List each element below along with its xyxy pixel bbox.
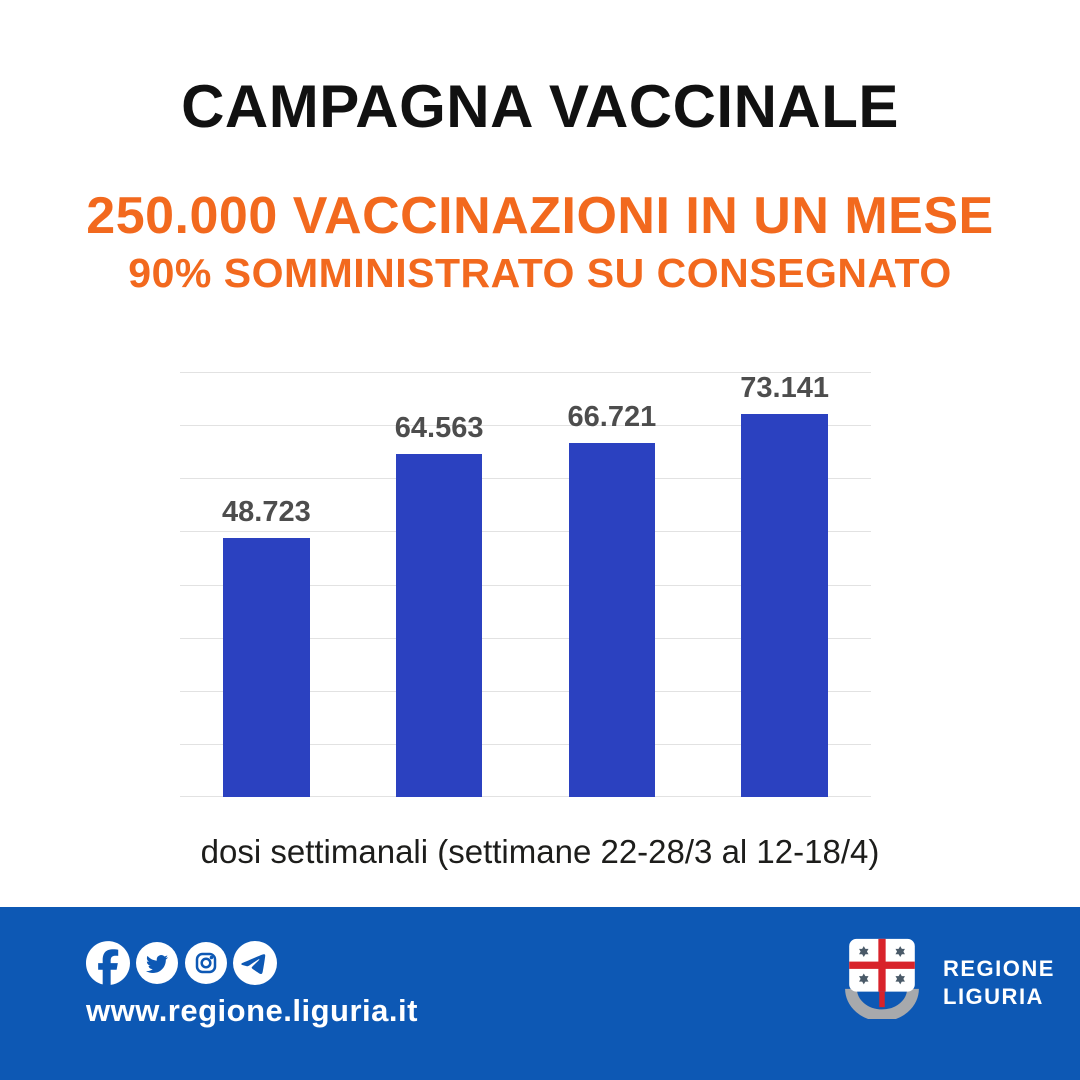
page-title: CAMPAGNA VACCINALE [181, 73, 899, 140]
chart-caption: dosi settimanali (settimane 22-28/3 al 1… [200, 833, 880, 870]
footer: www.regione.liguria.it [0, 907, 1080, 1080]
regione-liguria-logo: REGIONE LIGURIA [835, 937, 1055, 1019]
logo-text-line1: REGIONE [943, 956, 1055, 981]
logo-text-line2: LIGURIA [943, 984, 1044, 1009]
headline-stat: 250.000 VACCINAZIONI IN UN MESE [86, 187, 994, 245]
telegram-icon[interactable] [233, 941, 277, 985]
gridline [180, 425, 871, 427]
logo-text: REGIONE LIGURIA [943, 955, 1055, 1011]
footer-url-link[interactable]: www.regione.liguria.it [86, 993, 418, 1028]
gridline [180, 637, 871, 639]
gridline [180, 478, 871, 480]
bar-slot: 73.141 [698, 372, 871, 797]
instagram-icon[interactable] [184, 941, 228, 985]
twitter-icon[interactable] [135, 941, 179, 985]
bar-value-label: 66.721 [567, 400, 657, 433]
bar [741, 414, 828, 797]
gridline [180, 584, 871, 586]
bar [223, 538, 310, 797]
bar [395, 454, 483, 797]
gridline [180, 531, 871, 533]
gridline [180, 372, 871, 373]
bar-value-label: 73.141 [740, 372, 829, 404]
gridline [180, 743, 871, 745]
subheadline-stat: 90% SOMMINISTRATO SU CONSEGNATO [128, 250, 952, 296]
gridline [180, 690, 871, 692]
liguria-shield-icon [845, 938, 919, 1019]
bar-chart: 48.723 64.563 66.721 73.141 [180, 372, 871, 797]
bar-value-label: 64.563 [394, 412, 484, 445]
bar-slot: 48.723 [180, 372, 353, 797]
bar-chart-bars: 48.723 64.563 66.721 73.141 [180, 372, 871, 797]
bar-value-label: 48.723 [222, 496, 311, 529]
social-icons-row [86, 941, 277, 985]
bar-slot: 66.721 [526, 372, 699, 797]
facebook-icon[interactable] [86, 941, 130, 985]
gridline [180, 796, 871, 797]
bar [568, 442, 656, 797]
bar-slot: 64.563 [353, 372, 526, 797]
